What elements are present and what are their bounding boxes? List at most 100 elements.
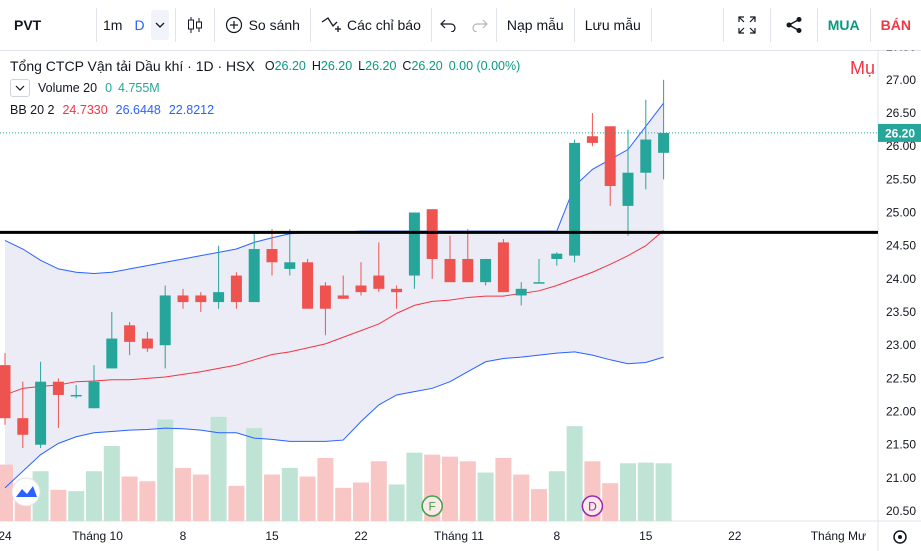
candle	[88, 365, 100, 409]
candle-body	[319, 285, 331, 309]
divider	[816, 8, 818, 42]
interval-d[interactable]: D	[134, 17, 145, 33]
bb-label[interactable]: BB 20 2	[10, 103, 55, 117]
volume-bar	[228, 485, 245, 521]
candle-body	[373, 275, 385, 289]
volume-bar	[459, 461, 476, 521]
candle	[52, 378, 64, 429]
volume-bar	[655, 463, 672, 521]
event-marker-label: D	[588, 500, 597, 514]
event-marker[interactable]: F	[421, 495, 443, 517]
interval-dropdown-button[interactable]	[150, 10, 169, 40]
bb-basis-value: 24.7330	[62, 103, 108, 117]
candle-body	[640, 139, 652, 173]
candle-body	[159, 295, 171, 346]
candle-body	[0, 365, 11, 419]
fullscreen-button[interactable]	[724, 0, 770, 50]
share-button[interactable]	[771, 0, 817, 50]
volume-label[interactable]: Volume 20	[38, 81, 98, 95]
price-tick-label: 22.50	[886, 371, 916, 385]
candle	[373, 242, 385, 293]
load-template-button[interactable]: Nạp mẫu	[506, 17, 564, 33]
time-tick-label: 15	[265, 529, 279, 543]
candle	[302, 258, 314, 309]
tv-logo-icon	[16, 486, 37, 497]
candle-body	[480, 258, 492, 283]
volume-bar	[495, 457, 512, 521]
price-tick-label: 23.50	[886, 305, 916, 319]
volume-bar	[210, 416, 227, 521]
candle	[177, 288, 189, 309]
candle	[284, 229, 296, 276]
share-icon	[786, 17, 802, 33]
candle-body	[604, 126, 616, 186]
price-axis[interactable]: 20.50 21.00 21.50 22.00 22.50 23.00 23.50 24.00…	[878, 50, 921, 518]
legend-collapse-button[interactable]	[10, 79, 30, 97]
time-tick-label: 22	[354, 529, 368, 543]
volume-bar	[566, 426, 583, 521]
compare-button[interactable]: So sánh	[215, 0, 310, 50]
gear-icon	[893, 530, 907, 544]
candle	[586, 113, 598, 147]
candle	[551, 252, 563, 266]
time-axis[interactable]: 24 Tháng 10 8 15 22 Tháng 11 8 15 22 Tháng Mư	[0, 529, 866, 543]
divider	[495, 8, 497, 42]
undo-button[interactable]	[432, 0, 464, 50]
candle	[248, 232, 260, 303]
candle-body	[88, 381, 100, 409]
last-price-value: 26.20	[885, 126, 915, 140]
tv-logo[interactable]	[11, 477, 41, 507]
candle	[515, 282, 527, 306]
event-marker[interactable]: D	[581, 495, 604, 517]
redo-button[interactable]	[464, 0, 496, 50]
symbol-title[interactable]: Tổng CTCP Vận tải Dầu khí · 1D · HSX	[10, 58, 255, 74]
volume-bar	[264, 474, 280, 521]
candle	[480, 258, 492, 286]
candle	[141, 331, 153, 352]
candle-body	[124, 325, 136, 342]
candle	[408, 212, 420, 289]
candle-body	[533, 282, 545, 284]
price-tick-label: 27.50	[886, 50, 916, 54]
volume-bar	[317, 457, 334, 521]
volume-bar	[531, 489, 547, 521]
change-value: 0.00 (0.00%)	[448, 59, 521, 73]
candle-body	[586, 136, 598, 143]
candle	[658, 79, 670, 180]
interval-1m[interactable]: 1m	[103, 17, 123, 33]
last-price-label-bg	[878, 123, 921, 142]
chevron-down-icon	[15, 85, 25, 91]
price-tick-label: 21.50	[886, 438, 916, 452]
divider	[722, 8, 724, 42]
time-tick-label: Tháng Mư	[811, 529, 866, 543]
candle	[622, 129, 634, 236]
volume-bar	[477, 472, 494, 521]
volume-bar	[370, 461, 387, 521]
price-tick-label: 24.00	[886, 272, 916, 286]
candle-body	[426, 209, 438, 259]
volume-bar	[637, 462, 654, 521]
high-label: H	[311, 59, 321, 73]
chart-type-button[interactable]	[176, 0, 214, 50]
candle-body	[52, 381, 64, 395]
indicators-button[interactable]: Các chỉ báo	[311, 0, 431, 50]
buy-button[interactable]: MUA	[827, 17, 860, 33]
volume-bar	[121, 476, 138, 521]
volume-bar	[68, 491, 85, 521]
sell-button[interactable]: BÁN	[880, 17, 911, 33]
symbol-search[interactable]: PVT	[14, 17, 42, 33]
bb-lower-value: 22.8212	[168, 103, 215, 117]
price-tick-label: 24.50	[886, 239, 916, 253]
axis-settings-button[interactable]	[893, 530, 907, 544]
candle	[124, 321, 136, 356]
price-tick-label: 25.50	[886, 172, 916, 186]
bb-band-fill	[5, 103, 664, 488]
candle	[604, 126, 616, 206]
save-template-button[interactable]: Lưu mẫu	[584, 17, 641, 33]
price-tick-label: 26.50	[886, 106, 916, 120]
volume-bar	[139, 481, 156, 521]
volume-ma-value: 0	[105, 81, 113, 95]
divider	[573, 8, 575, 42]
